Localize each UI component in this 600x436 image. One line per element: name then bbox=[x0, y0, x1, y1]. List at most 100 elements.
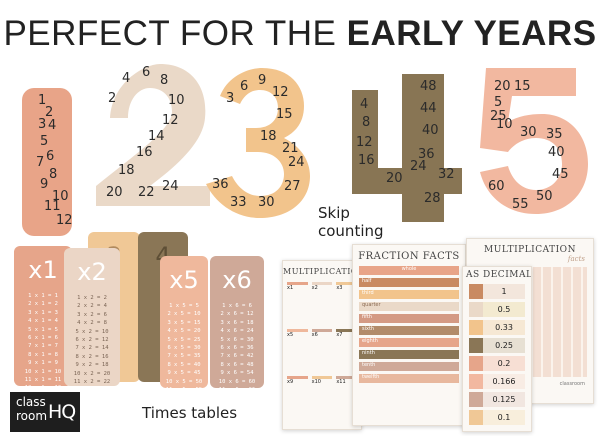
times-card-lines: 1 x 2 = 2 2 x 2 = 4 3 x 2 = 6 4 x 2 = 8 … bbox=[73, 295, 111, 386]
digit2-num: 8 bbox=[160, 73, 168, 88]
fraction-row-label: eighth bbox=[362, 338, 378, 344]
digit5-num: 20 bbox=[494, 79, 511, 94]
fraction-row-label: sixth bbox=[362, 326, 375, 332]
digit4-num: 32 bbox=[438, 167, 455, 182]
digit5-num: 10 bbox=[496, 117, 513, 132]
digit5-num: 60 bbox=[488, 179, 505, 194]
grid-cell: x10 bbox=[311, 376, 333, 409]
digit4-num: 48 bbox=[420, 79, 437, 94]
digit4-num: 36 bbox=[418, 147, 435, 162]
decimal-row: 1 bbox=[469, 284, 525, 299]
times-card-lines: 1 x 6 = 6 2 x 6 = 12 3 x 6 = 18 4 x 6 = … bbox=[218, 303, 256, 388]
decimal-value: 0.166 bbox=[483, 374, 525, 389]
digit1-num: 4 bbox=[48, 118, 56, 133]
fraction-row: half bbox=[359, 278, 459, 287]
times-card-lines: 1 x 1 = 1 2 x 1 = 2 3 x 1 = 3 4 x 1 = 4 … bbox=[24, 293, 62, 386]
logo-hq: HQ bbox=[48, 401, 76, 423]
decimal-swatch bbox=[469, 374, 483, 389]
logo-line-one: class bbox=[16, 395, 46, 409]
fraction-row-label: half bbox=[362, 278, 372, 284]
times-card-x6: x6 1 x 6 = 6 2 x 6 = 12 3 x 6 = 18 4 x 6… bbox=[210, 256, 264, 388]
digit1-num: 9 bbox=[40, 177, 48, 192]
digit5-num: 40 bbox=[548, 145, 565, 160]
fraction-row-label: third bbox=[362, 290, 374, 296]
headline-bold: EARLY YEARS bbox=[346, 14, 597, 53]
decimal-row: 0.1 bbox=[469, 410, 525, 425]
digit2-num: 10 bbox=[168, 93, 185, 108]
digit-two-shape bbox=[96, 64, 210, 206]
multiplication-poster-left: MULTIPLICATION x1 x2 x3 x5 x6 x7 x9 x10 … bbox=[282, 260, 362, 430]
decimal-row: 0.33 bbox=[469, 320, 525, 335]
fraction-row-label: twelfth bbox=[362, 374, 380, 380]
digit4-num: 12 bbox=[356, 135, 373, 150]
digit4-num: 44 bbox=[420, 101, 437, 116]
fraction-row: third bbox=[359, 290, 459, 299]
grid-cell-label: x5 bbox=[287, 332, 294, 338]
digit3-num: 15 bbox=[276, 107, 293, 122]
digit1-num: 6 bbox=[46, 149, 54, 164]
digit5-num: 15 bbox=[514, 79, 531, 94]
logo-line-two: room bbox=[16, 409, 48, 423]
digit3-num: 12 bbox=[272, 85, 289, 100]
digit5-num: 50 bbox=[536, 189, 553, 204]
grid-cell-label: x11 bbox=[336, 379, 346, 385]
decimal-swatch bbox=[469, 392, 483, 407]
grid-cell-label: x6 bbox=[311, 332, 318, 338]
digit3-num: 30 bbox=[258, 195, 275, 210]
digit2-num: 22 bbox=[138, 185, 155, 200]
grid-cell: x5 bbox=[287, 329, 308, 372]
digit3-num: 6 bbox=[240, 79, 248, 94]
grid-cell: x9 bbox=[287, 376, 308, 409]
headline-light: PERFECT FOR THE bbox=[3, 14, 347, 53]
digit2-num: 12 bbox=[162, 113, 179, 128]
digit1-num: 1 bbox=[38, 93, 46, 108]
digit3-num: 3 bbox=[226, 91, 234, 106]
digit5-num: 5 bbox=[494, 95, 502, 110]
digit3-num: 18 bbox=[260, 129, 277, 144]
fraction-row-label: quarter bbox=[362, 302, 381, 308]
digit5-num: 55 bbox=[512, 197, 529, 212]
fraction-row: tenth bbox=[359, 362, 459, 371]
fraction-row-label: fifth bbox=[362, 314, 372, 320]
poster-subtitle: facts bbox=[567, 255, 585, 263]
digit2-num: 4 bbox=[122, 71, 130, 86]
digit1-num: 11 bbox=[44, 199, 61, 214]
digit-four-shape bbox=[352, 74, 462, 222]
times-card-x2: x2 1 x 2 = 2 2 x 2 = 4 3 x 2 = 6 4 x 2 =… bbox=[64, 248, 120, 386]
grid-cell-label: x7 bbox=[336, 332, 343, 338]
digit3-num: 24 bbox=[288, 155, 305, 170]
grid-cell-label: x2 bbox=[311, 285, 318, 291]
fraction-row: twelfth bbox=[359, 374, 459, 383]
digit2-num: 6 bbox=[142, 65, 150, 80]
fraction-bars: whole half third quarter fifth sixth eig… bbox=[353, 262, 465, 390]
digit4-num: 4 bbox=[360, 97, 368, 112]
decimals-poster: AS DECIMALS 1 0.5 0.33 0.25 0.2 0.166 0.… bbox=[462, 266, 532, 432]
decimal-row: 0.5 bbox=[469, 302, 525, 317]
decimal-row: 0.25 bbox=[469, 338, 525, 353]
times-card-label: x2 bbox=[77, 258, 107, 286]
fraction-row: ninth bbox=[359, 350, 459, 359]
digit1-num: 8 bbox=[49, 167, 57, 182]
grid-cell: x3 bbox=[336, 282, 357, 325]
grid-cell-label: x3 bbox=[336, 285, 343, 291]
decimal-row: 0.2 bbox=[469, 356, 525, 371]
digit5-num: 30 bbox=[520, 125, 537, 140]
fraction-row: eighth bbox=[359, 338, 459, 347]
digit4-num: 40 bbox=[422, 123, 439, 138]
decimal-swatch bbox=[469, 302, 483, 317]
times-card-label: x6 bbox=[222, 266, 252, 294]
digit4-num: 8 bbox=[362, 115, 370, 130]
decimal-value: 0.1 bbox=[483, 410, 525, 425]
fraction-row-label: whole bbox=[401, 266, 417, 272]
grid-cell: x2 bbox=[311, 282, 333, 325]
times-card-label: x1 bbox=[28, 256, 58, 284]
digit3-num: 27 bbox=[284, 179, 301, 194]
classroom-hq-logo: class room HQ bbox=[10, 392, 80, 432]
poster-brand: classroom bbox=[559, 381, 585, 387]
digit3-num: 36 bbox=[212, 177, 229, 192]
times-tables-caption: Times tables bbox=[142, 404, 238, 422]
digit5-num: 35 bbox=[546, 127, 563, 142]
grid-cell-label: x1 bbox=[287, 285, 294, 291]
fraction-row: fifth bbox=[359, 314, 459, 323]
